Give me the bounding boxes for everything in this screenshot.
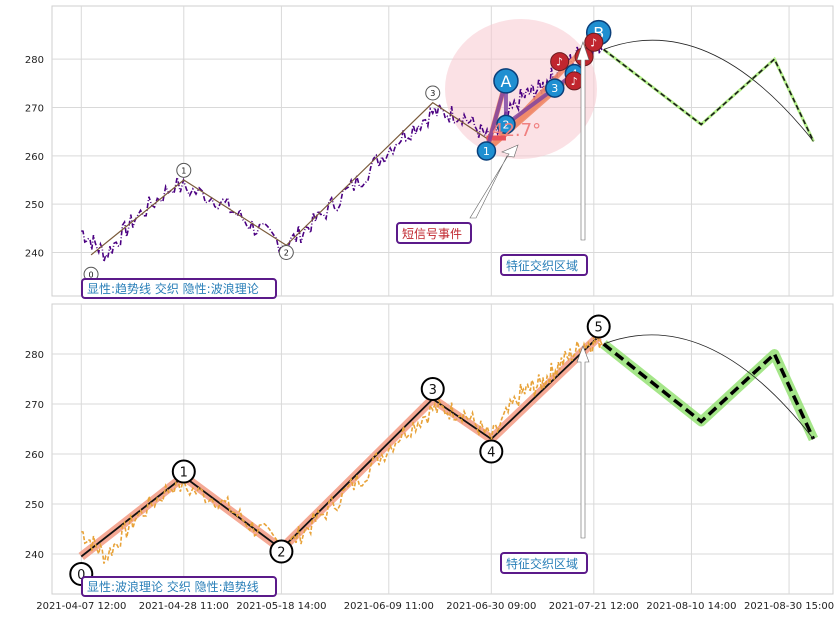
bottom-zone-arrow <box>576 345 590 539</box>
wave-label-0: 0 <box>89 270 94 279</box>
x-tick-label: 2021-04-07 12:00 <box>36 601 126 612</box>
signal-red-marker <box>584 32 604 52</box>
top-forecast-line <box>602 39 815 142</box>
wave-circle-3 <box>420 377 445 401</box>
forecast-line <box>602 342 816 440</box>
x-tick-label: 2021-07-21 12:00 <box>549 601 639 612</box>
signal-label-B: B <box>593 24 604 43</box>
wave-label-1: 1 <box>180 466 188 481</box>
y-tick-label: 270 <box>25 400 44 411</box>
wave-circle-2 <box>269 539 294 564</box>
y-tick-label: 240 <box>25 550 44 561</box>
wave-label-1: 1 <box>181 166 186 175</box>
svg-text:显性:波浪理论 交织 隐性:趋势线: 显性:波浪理论 交织 隐性:趋势线 <box>87 579 259 594</box>
note-icon: ♪ <box>571 75 578 88</box>
y-tick-label: 280 <box>25 55 44 66</box>
wave-circle-3 <box>425 85 441 101</box>
top-wave-labels: 0 1 2 3 <box>83 85 441 282</box>
x-tick-label: 2021-06-09 11:00 <box>344 601 434 612</box>
bottom-price-line <box>81 331 603 564</box>
angle-label: 42.7° <box>492 120 541 141</box>
svg-text:特征交织区域: 特征交织区域 <box>506 556 578 571</box>
bottom-panel <box>51 303 834 595</box>
x-tick-label: 2021-04-28 11:00 <box>139 601 229 612</box>
y-tick-label: 250 <box>25 200 44 211</box>
signal-marker-2 <box>496 114 516 135</box>
x-tick-label: 2021-08-10 14:00 <box>646 601 736 612</box>
short-signal-arrow <box>469 144 519 219</box>
bottom-forecast-line <box>600 334 819 442</box>
x-tick-label: 2021-06-30 09:00 <box>446 601 536 612</box>
wave-circle-1 <box>171 459 196 484</box>
y-tick-label: 260 <box>25 152 44 163</box>
signal-label-2: 2 <box>502 118 509 131</box>
forecast-line <box>603 48 815 142</box>
wave-circle-2 <box>278 245 294 260</box>
note-icon: ♪ <box>590 36 597 49</box>
top-zone-label: 特征交织区域 <box>500 254 588 276</box>
x-tick-label: 2021-05-18 14:00 <box>236 601 326 612</box>
svg-text:短信号事件: 短信号事件 <box>402 227 462 241</box>
top-price-series <box>81 37 603 262</box>
forecast-arc <box>603 39 814 142</box>
top-method-label: 显性:趋势线 交织 隐性:波浪理论 <box>81 278 277 299</box>
signal-marker-3 <box>545 78 565 98</box>
bottom-method-label: 显性:波浪理论 交织 隐性:趋势线 <box>81 576 277 597</box>
wave-label-3: 3 <box>429 383 437 398</box>
top-price-line <box>81 37 603 262</box>
wave-label-0: 0 <box>77 568 85 583</box>
signal-marker-A <box>493 68 519 94</box>
signal-label-A: A <box>500 72 511 91</box>
wave-circle-5 <box>586 314 611 339</box>
y-tick-label: 280 <box>25 350 44 361</box>
bottom-price-series <box>81 331 603 564</box>
wave-circle-1 <box>176 162 192 178</box>
signal-red-marker <box>550 52 570 72</box>
svg-text:显性:趋势线 交织 隐性:波浪理论: 显性:趋势线 交织 隐性:波浪理论 <box>87 281 259 296</box>
wave-label-2: 2 <box>277 546 285 561</box>
wave-label-4: 4 <box>487 446 495 461</box>
top-y-ticks: 240 250 260 270 280 <box>25 55 44 259</box>
bottom-zone-label: 特征交织区域 <box>500 552 588 574</box>
wave-label-2: 2 <box>284 249 289 258</box>
wave-label-3: 3 <box>430 89 435 98</box>
wave-circle-4 <box>479 439 504 464</box>
signal-label-1: 1 <box>483 145 490 158</box>
forecast-arc <box>603 334 814 440</box>
x-tick-label: 2021-08-30 15:00 <box>744 601 834 612</box>
top-zone-arrow <box>576 41 590 241</box>
bottom-grid <box>52 304 833 594</box>
signal-label-3: 3 <box>551 82 558 95</box>
svg-text:特征交织区域: 特征交织区域 <box>506 258 578 273</box>
y-tick-label: 250 <box>25 500 44 511</box>
y-tick-label: 270 <box>25 104 44 115</box>
wave-label-5: 5 <box>595 321 603 336</box>
y-tick-label: 260 <box>25 450 44 461</box>
note-icon: ♪ <box>556 56 563 69</box>
bottom-wave-labels: 0 1 2 3 4 5 <box>69 314 611 586</box>
x-tick-labels: 2021-04-07 12:00 2021-04-28 11:00 2021-05-… <box>36 601 834 612</box>
signal-marker-1 <box>476 141 497 161</box>
y-tick-label: 240 <box>25 249 44 260</box>
short-signal-label: 短信号事件 <box>396 222 472 244</box>
top-panel <box>51 5 834 297</box>
bottom-y-ticks: 240 250 260 270 280 <box>25 350 44 561</box>
